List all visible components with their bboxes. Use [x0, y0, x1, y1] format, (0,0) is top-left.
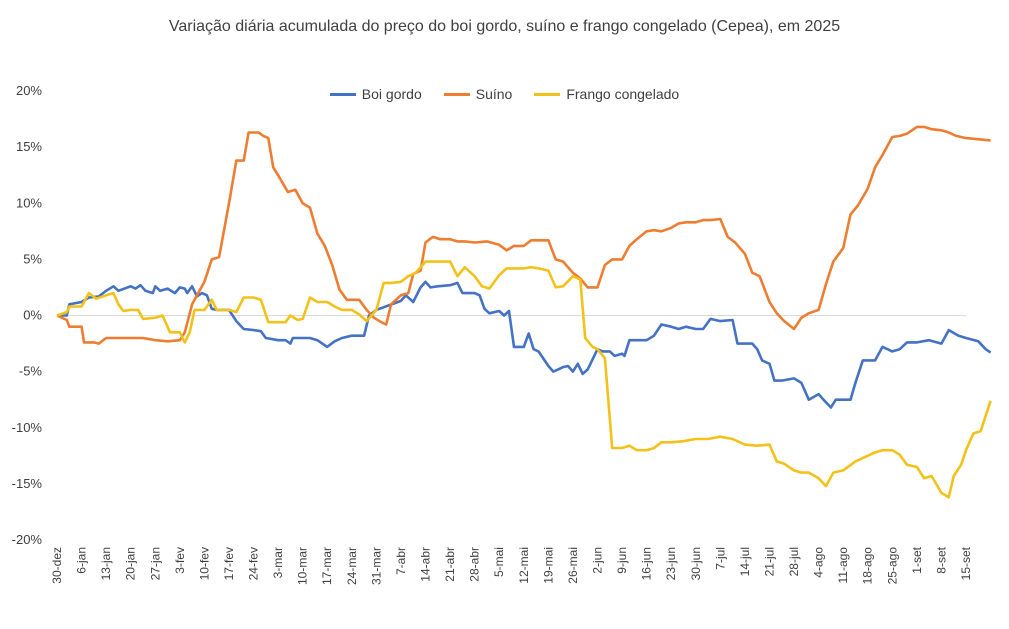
- x-tick-label: 24-mar: [345, 547, 359, 585]
- x-tick-label: 27-jan: [148, 547, 162, 580]
- series-line-2: [56, 260, 992, 499]
- x-tick-label: 10-fev: [197, 547, 211, 580]
- x-tick-label: 28-abr: [468, 547, 482, 582]
- chart-title: Variação diária acumulada do preço do bo…: [168, 18, 841, 35]
- x-tick-label: 18-ago: [861, 547, 875, 585]
- legend: Boi gordo Suíno Frango congelado: [0, 86, 1009, 102]
- series-line-1: [56, 125, 991, 345]
- x-tick-label: 26-mai: [566, 547, 580, 584]
- x-tick-label: 30-dez: [50, 547, 64, 584]
- series-line-0: [57, 280, 992, 409]
- x-tick-label: 30-jun: [689, 547, 703, 580]
- x-tick-label: 24-fev: [247, 547, 261, 580]
- legend-label-frango: Frango congelado: [566, 86, 680, 102]
- legend-swatch-suino: [443, 92, 470, 96]
- x-tick-label: 9-jun: [615, 547, 629, 574]
- x-tick-label: 13-jan: [99, 547, 113, 580]
- y-tick-label: -10%: [12, 420, 43, 435]
- legend-swatch-frango: [534, 92, 561, 96]
- legend-item-boi-gordo: Boi gordo: [329, 86, 422, 102]
- x-tick-label: 1-set: [910, 546, 924, 573]
- x-tick-label: 4-ago: [812, 547, 826, 578]
- x-tick-label: 20-jan: [124, 547, 138, 580]
- x-tick-label: 6-jan: [75, 547, 89, 574]
- y-tick-label: 15%: [16, 139, 42, 154]
- x-tick-label: 19-mai: [541, 547, 555, 584]
- y-tick-label: -15%: [12, 476, 43, 491]
- x-tick-label: 11-ago: [836, 547, 850, 584]
- legend-label-boi-gordo: Boi gordo: [361, 86, 422, 102]
- y-tick-label: -5%: [19, 364, 43, 379]
- y-tick-label: 10%: [16, 195, 42, 210]
- x-tick-label: 16-jun: [640, 547, 654, 580]
- x-tick-label: 12-mai: [517, 547, 531, 584]
- x-tick-label: 28-jul: [787, 547, 801, 576]
- x-tick-label: 23-jun: [664, 547, 678, 580]
- legend-item-suino: Suíno: [443, 86, 513, 102]
- y-tick-label: 20%: [16, 83, 42, 98]
- legend-label-suino: Suíno: [475, 86, 513, 102]
- legend-swatch-boi-gordo: [329, 92, 356, 96]
- x-tick-label: 14-abr: [419, 547, 433, 582]
- x-tick-label: 31-mar: [369, 547, 383, 585]
- x-tick-label: 3-fev: [173, 547, 187, 574]
- x-tick-label: 8-set: [934, 546, 948, 573]
- y-tick-label: -20%: [12, 532, 43, 547]
- x-tick-label: 21-jul: [762, 547, 776, 576]
- x-tick-label: 7-jul: [713, 547, 727, 570]
- x-tick-label: 2-jun: [590, 547, 604, 574]
- y-tick-label: 5%: [23, 251, 42, 266]
- x-tick-label: 5-mai: [492, 547, 506, 577]
- x-tick-label: 17-fev: [222, 547, 236, 580]
- x-tick-label: 17-mar: [320, 547, 334, 585]
- x-tick-label: 25-ago: [885, 547, 899, 585]
- x-tick-label: 10-mar: [296, 547, 310, 585]
- x-tick-label: 3-mar: [271, 547, 285, 578]
- y-tick-label: 0%: [23, 308, 42, 323]
- x-tick-label: 7-abr: [394, 547, 408, 575]
- x-tick-label: 15-set: [959, 546, 973, 580]
- x-tick-label: 14-jul: [738, 547, 752, 576]
- x-tick-label: 21-abr: [443, 547, 457, 582]
- legend-item-frango: Frango congelado: [534, 86, 679, 102]
